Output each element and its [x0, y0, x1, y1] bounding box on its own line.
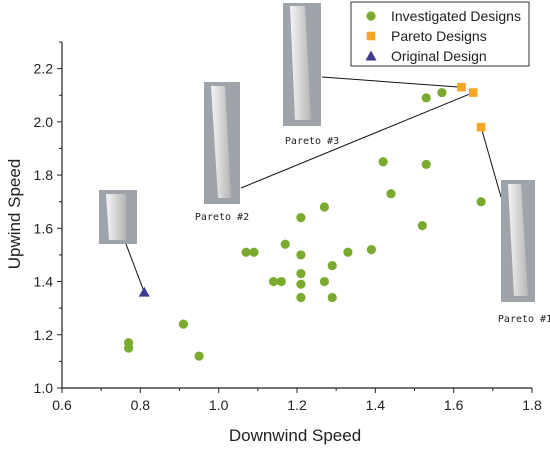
design-thumbnails: Pareto #3 Pareto #2 Pareto #1 [99, 3, 550, 325]
investigated-point [249, 247, 259, 257]
investigated-point [319, 276, 330, 287]
pareto-point [468, 88, 478, 97]
pareto-point [476, 122, 486, 132]
investigated-point [417, 221, 427, 231]
leader-line [321, 76, 462, 88]
legend-label: Investigated Designs [391, 8, 521, 24]
x-tick-label: 1.0 [209, 397, 229, 413]
investigated-point [123, 343, 134, 353]
x-tick-label: 1.8 [522, 397, 542, 413]
investigated-point [343, 247, 353, 257]
investigated-point [296, 292, 306, 303]
legend-marker [366, 31, 376, 41]
x-tick-label: 1.4 [366, 397, 386, 413]
legend-box [350, 1, 530, 67]
pareto-point [457, 82, 466, 92]
design-shape [508, 184, 528, 296]
legend-label: Pareto Designs [391, 28, 487, 44]
annotation-leaders [125, 76, 502, 293]
investigated-point [194, 351, 204, 361]
x-tick-label: 1.6 [444, 397, 464, 413]
pareto-label: Pareto #2 [195, 212, 249, 223]
investigated-point [327, 292, 337, 303]
x-tick-label: 0.8 [131, 397, 151, 413]
x-tick-label: 1.2 [287, 397, 307, 413]
legend-marker [366, 11, 376, 21]
investigated-point [366, 245, 377, 255]
investigated-point [327, 260, 337, 271]
pareto-label: Pareto #3 [285, 136, 339, 147]
investigated-point [280, 239, 290, 249]
investigated-point [296, 268, 306, 279]
leader-line [480, 127, 502, 198]
design-shape [211, 86, 231, 198]
leader-line [240, 92, 474, 189]
axes: 0.6 0.8 1.0 1.2 1.4 1.6 1.8 1.0 1.2 1.4 1.6 1.8 2.0 2… [34, 41, 542, 413]
legend-marker [365, 50, 377, 61]
investigated-point [421, 159, 431, 170]
legend: Investigated Designs Pareto Designs Origin… [350, 1, 530, 67]
investigated-point [268, 276, 279, 287]
data-points [123, 82, 486, 361]
x-axis-title: Downwind Speed [229, 426, 361, 445]
investigated-point [437, 87, 447, 98]
y-tick-label: 1.4 [34, 274, 54, 290]
x-tick-label: 0.6 [52, 397, 72, 413]
investigated-point [378, 157, 388, 167]
leader-line [125, 243, 145, 293]
investigated-point [421, 93, 431, 103]
investigated-point [276, 276, 286, 287]
y-axis-title: Upwind Speed [5, 159, 24, 270]
y-tick-label: 1.2 [34, 327, 54, 343]
design-shape [106, 194, 126, 240]
y-tick-label: 2.0 [34, 114, 54, 130]
pareto-label: Pareto #1 [498, 314, 550, 325]
investigated-point [241, 247, 251, 257]
original-point [138, 286, 150, 297]
y-tick-label: 1.0 [34, 380, 54, 396]
investigated-point [296, 213, 306, 223]
y-tick-label: 1.8 [34, 167, 54, 183]
investigated-point [178, 319, 189, 329]
y-tick-label: 2.2 [34, 61, 54, 77]
investigated-point [386, 189, 396, 199]
investigated-point [476, 197, 486, 207]
investigated-point [319, 202, 330, 212]
legend-label: Original Design [391, 48, 487, 64]
design-shape [290, 6, 311, 120]
investigated-point [296, 250, 306, 260]
investigated-point [296, 279, 306, 289]
y-tick-label: 1.6 [34, 220, 54, 236]
